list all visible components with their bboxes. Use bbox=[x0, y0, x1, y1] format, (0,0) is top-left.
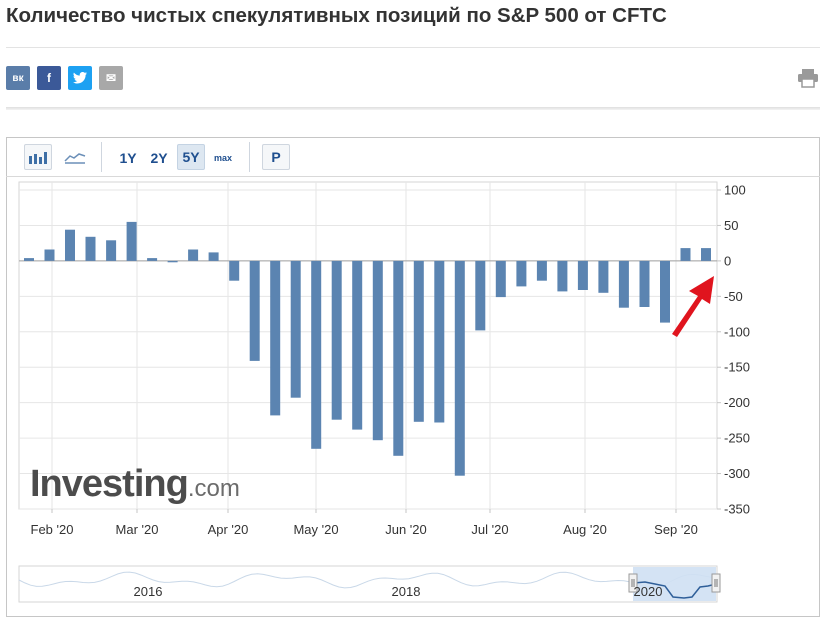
toolbar-separator bbox=[101, 142, 102, 172]
bar bbox=[516, 260, 527, 287]
bar bbox=[85, 236, 96, 261]
bar bbox=[147, 258, 158, 261]
title-divider bbox=[6, 47, 820, 48]
share-divider bbox=[6, 107, 820, 110]
navigator-series bbox=[18, 571, 718, 589]
print-icon bbox=[798, 69, 818, 88]
print-button[interactable] bbox=[797, 68, 819, 88]
bar bbox=[290, 260, 301, 398]
bar bbox=[475, 260, 486, 331]
bar bbox=[65, 229, 75, 261]
bar bbox=[618, 260, 629, 308]
watermark-suffix: .com bbox=[187, 475, 240, 502]
y-tick-label: -100 bbox=[724, 324, 750, 339]
bar bbox=[44, 249, 55, 261]
twitter-icon bbox=[73, 72, 87, 84]
x-tick-label: Mar '20 bbox=[116, 522, 159, 537]
x-tick-label: Apr '20 bbox=[208, 522, 249, 537]
bar bbox=[598, 260, 609, 293]
bar bbox=[208, 252, 219, 261]
vk-share-button[interactable]: вк bbox=[6, 66, 30, 90]
bar bbox=[393, 260, 404, 456]
bar bbox=[24, 258, 34, 261]
bar bbox=[701, 248, 711, 261]
area-chart-icon bbox=[64, 153, 86, 164]
y-tick-label: -50 bbox=[724, 289, 743, 304]
bar bbox=[188, 249, 199, 261]
navigator-year-label: 2016 bbox=[134, 584, 163, 599]
bar bbox=[106, 240, 117, 261]
navigator[interactable]: 2016 2018 2020 bbox=[18, 565, 721, 603]
bar bbox=[372, 260, 383, 441]
plot-area bbox=[18, 181, 718, 510]
annotation-arrow bbox=[672, 276, 714, 337]
x-tick-label: Jun '20 bbox=[385, 522, 427, 537]
x-tick-label: Aug '20 bbox=[563, 522, 607, 537]
facebook-icon: f bbox=[47, 71, 51, 85]
navigator-handle bbox=[711, 573, 721, 593]
bar bbox=[331, 260, 342, 420]
bar-chart-icon bbox=[29, 152, 47, 164]
y-tick-label: 50 bbox=[724, 218, 738, 233]
bar bbox=[680, 248, 691, 261]
bar bbox=[495, 260, 506, 298]
toolbar-divider bbox=[6, 176, 820, 177]
bar bbox=[270, 260, 281, 416]
investing-watermark: Investing.com bbox=[30, 463, 240, 506]
bar-chart-type-button[interactable] bbox=[24, 144, 52, 170]
range-2y-button[interactable]: 2Y bbox=[150, 150, 168, 166]
bar bbox=[557, 260, 568, 292]
x-tick-label: Jul '20 bbox=[471, 522, 508, 537]
p-button[interactable]: P bbox=[262, 144, 290, 170]
bar bbox=[413, 260, 424, 422]
x-tick-label: Sep '20 bbox=[654, 522, 698, 537]
navigator-handle bbox=[628, 573, 638, 593]
bar bbox=[229, 260, 240, 281]
range-max-button[interactable]: max bbox=[213, 153, 232, 163]
navigator-frame bbox=[18, 565, 718, 603]
navigator-year-label: 2018 bbox=[392, 584, 421, 599]
page-title: Количество чистых спекулятивных позиций … bbox=[6, 4, 667, 27]
twitter-share-button[interactable] bbox=[68, 66, 92, 90]
area-chart-type-button[interactable] bbox=[60, 144, 90, 170]
chart-panel bbox=[6, 137, 820, 617]
navigator-selection bbox=[633, 567, 716, 601]
navigator-year-label: 2020 bbox=[634, 584, 663, 599]
grid-lines bbox=[18, 181, 718, 510]
y-tick-label: -200 bbox=[724, 395, 750, 410]
bar bbox=[434, 260, 445, 423]
x-tick-label: Feb '20 bbox=[31, 522, 74, 537]
y-tick-label: 0 bbox=[724, 253, 731, 268]
mail-icon: ✉ bbox=[105, 71, 117, 85]
x-tick-label: May '20 bbox=[293, 522, 338, 537]
facebook-share-button[interactable]: f bbox=[37, 66, 61, 90]
y-tick-label: -350 bbox=[724, 502, 750, 517]
bar bbox=[454, 260, 465, 476]
y-tick-label: -150 bbox=[724, 360, 750, 375]
y-tick-label: 100 bbox=[724, 183, 746, 198]
bar bbox=[311, 260, 322, 449]
bar bbox=[577, 260, 588, 290]
bar bbox=[352, 260, 363, 430]
navigator-selected-series bbox=[632, 581, 717, 599]
vk-icon: вк bbox=[12, 72, 24, 84]
watermark-brand: Investing bbox=[30, 463, 189, 505]
y-tick-label: -300 bbox=[724, 466, 750, 481]
bar bbox=[660, 260, 670, 323]
toolbar-separator bbox=[249, 142, 250, 172]
y-tick-label: -250 bbox=[724, 431, 750, 446]
bar bbox=[167, 260, 178, 263]
bar bbox=[126, 221, 137, 261]
bar bbox=[639, 260, 650, 307]
bar bbox=[249, 260, 260, 361]
bar-series bbox=[24, 221, 711, 476]
bar bbox=[536, 260, 547, 281]
mail-share-button[interactable]: ✉ bbox=[99, 66, 123, 90]
range-1y-button[interactable]: 1Y bbox=[119, 150, 137, 166]
red-arrow bbox=[672, 276, 714, 337]
axes: Feb '20 Mar '20 Apr '20 May '20 Jun '20 Jul '… bbox=[31, 183, 751, 538]
range-5y-button[interactable]: 5Y bbox=[177, 144, 205, 170]
